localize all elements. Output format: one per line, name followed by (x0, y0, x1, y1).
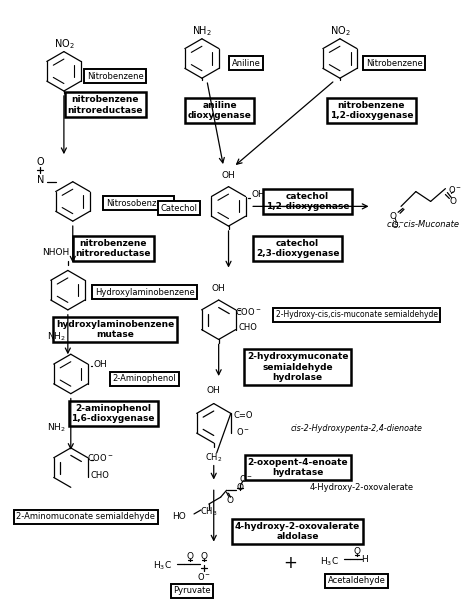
Text: NH$_2$: NH$_2$ (47, 330, 65, 343)
Text: O$^-$: O$^-$ (391, 219, 405, 230)
Text: NHOH: NHOH (42, 248, 70, 257)
Text: CHO: CHO (239, 323, 258, 332)
Text: NH$_2$: NH$_2$ (47, 422, 65, 434)
Text: OH: OH (251, 190, 265, 199)
Text: O: O (237, 483, 244, 492)
Text: 2-Aminomuconate semialdehyde: 2-Aminomuconate semialdehyde (16, 513, 155, 522)
Text: +: + (284, 554, 298, 572)
Text: H$_3$C: H$_3$C (319, 555, 338, 567)
Text: O: O (201, 552, 208, 561)
Text: O: O (390, 212, 397, 221)
Text: O: O (227, 496, 234, 505)
Text: CH$_3$: CH$_3$ (200, 506, 218, 518)
Text: Aniline: Aniline (232, 59, 261, 68)
Text: Hydroxylaminobenzene: Hydroxylaminobenzene (95, 288, 195, 297)
Text: nitrobenzene
nitroreductase: nitrobenzene nitroreductase (68, 95, 143, 115)
Text: OH: OH (93, 359, 107, 368)
Text: catechol
2,3-dioxygenase: catechol 2,3-dioxygenase (256, 239, 339, 259)
Text: O: O (450, 197, 457, 206)
Text: Nitrosobenzene: Nitrosobenzene (106, 199, 172, 208)
Text: N: N (36, 175, 44, 185)
Text: O$^-$: O$^-$ (197, 570, 211, 581)
Text: CHO: CHO (91, 471, 110, 480)
Text: Nitrobenzene: Nitrobenzene (366, 59, 422, 68)
Text: COO$^-$: COO$^-$ (235, 306, 262, 317)
Text: O: O (36, 157, 44, 167)
Text: Pyruvate: Pyruvate (173, 586, 211, 595)
Text: 2-Hydroxy-cis,cis-muconate semialdehyde: 2-Hydroxy-cis,cis-muconate semialdehyde (276, 311, 438, 320)
Text: NO$_2$: NO$_2$ (54, 37, 74, 51)
Text: OH: OH (212, 283, 226, 292)
Text: 4-Hydroxy-2-oxovalerate: 4-Hydroxy-2-oxovalerate (310, 483, 414, 492)
Text: nitrobenzene
nitroreductase: nitrobenzene nitroreductase (75, 239, 151, 259)
Text: O: O (353, 547, 360, 556)
Text: CH$_2$: CH$_2$ (205, 452, 222, 464)
Text: Catechol: Catechol (161, 204, 198, 213)
Text: 2-aminophenol
1,6-dioxygenase: 2-aminophenol 1,6-dioxygenase (72, 403, 155, 423)
Text: NH$_2$: NH$_2$ (192, 24, 212, 38)
Text: O$^-$: O$^-$ (448, 184, 462, 195)
Text: 2-Aminophenol: 2-Aminophenol (113, 374, 177, 384)
Text: HO: HO (173, 513, 186, 522)
Text: Acetaldehyde: Acetaldehyde (328, 576, 386, 586)
Text: O: O (187, 552, 193, 561)
Text: hydroxylaminobenzene
mutase: hydroxylaminobenzene mutase (56, 320, 174, 339)
Text: cis-2-Hydroxypenta-2,4-dienoate: cis-2-Hydroxypenta-2,4-dienoate (291, 424, 423, 433)
Text: O$^-$: O$^-$ (236, 426, 250, 437)
Text: C=O: C=O (234, 411, 253, 420)
Text: 2-oxopent-4-enoate
hydratase: 2-oxopent-4-enoate hydratase (247, 458, 348, 478)
Text: Nitrobenzene: Nitrobenzene (87, 72, 144, 81)
Text: NO$_2$: NO$_2$ (329, 24, 350, 38)
Text: nitrobenzene
1,2-dioxygenase: nitrobenzene 1,2-dioxygenase (330, 101, 413, 121)
Text: OH: OH (207, 386, 220, 395)
Text: O$^-$: O$^-$ (239, 473, 253, 484)
Text: H$_3$C: H$_3$C (153, 560, 172, 572)
Text: aniline
dioxygenase: aniline dioxygenase (188, 101, 252, 121)
Text: cis, cis-Muconate: cis, cis-Muconate (387, 219, 459, 229)
Text: OH: OH (222, 171, 236, 180)
Text: H: H (361, 555, 368, 564)
Text: catechol
1,2-dioxygenase: catechol 1,2-dioxygenase (265, 192, 349, 211)
Text: 2-hydroxymuconate
semialdehyde
hydrolase: 2-hydroxymuconate semialdehyde hydrolase (247, 352, 348, 382)
Text: 4-hydroxy-2-oxovalerate
aldolase: 4-hydroxy-2-oxovalerate aldolase (235, 522, 360, 541)
Text: COO$^-$: COO$^-$ (87, 452, 114, 463)
